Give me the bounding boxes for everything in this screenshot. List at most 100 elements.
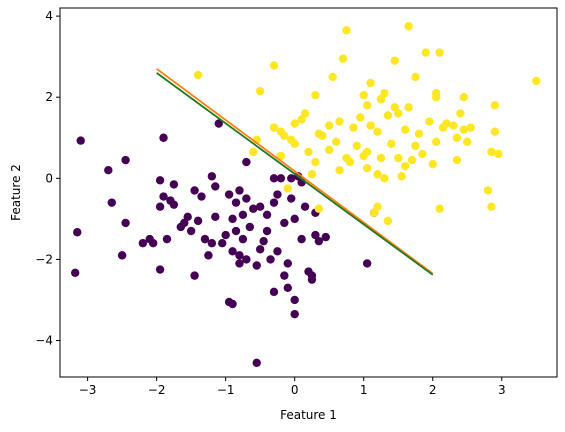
x-axis-label: Feature 1 xyxy=(280,408,337,422)
class-1-point xyxy=(362,163,372,173)
class-0-point xyxy=(207,172,217,181)
class-1-point xyxy=(297,115,306,124)
class-1-point xyxy=(314,204,324,213)
class-1-point xyxy=(380,88,389,98)
class-0-point xyxy=(262,226,272,236)
class-0-point xyxy=(266,255,275,264)
class-0-point xyxy=(259,236,268,246)
class-0-point xyxy=(231,226,241,236)
class-1-point xyxy=(390,56,399,65)
class-0-point xyxy=(255,202,265,211)
class-0-point xyxy=(190,271,199,280)
x-tick-label: 2 xyxy=(429,383,437,397)
class-0-point xyxy=(314,236,324,246)
class-1-point xyxy=(432,137,441,147)
class-0-point xyxy=(138,238,148,248)
class-1-point xyxy=(366,78,375,88)
class-1-point xyxy=(255,86,265,96)
class-0-point xyxy=(121,218,130,228)
class-1-point xyxy=(369,208,379,217)
class-0-point xyxy=(252,261,261,270)
class-1-point xyxy=(411,72,420,82)
class-0-point xyxy=(228,214,237,224)
class-1-point xyxy=(452,155,462,165)
class-0-point xyxy=(155,265,165,274)
class-1-point xyxy=(311,90,320,100)
class-0-point xyxy=(148,238,158,248)
class-1-point xyxy=(373,170,382,179)
class-1-point xyxy=(325,145,334,155)
class-1-point xyxy=(342,26,351,35)
class-1-point xyxy=(331,137,341,147)
class-0-point xyxy=(107,198,116,207)
y-tick-label: 2 xyxy=(45,90,53,104)
class-0-point xyxy=(228,247,237,256)
class-0-point xyxy=(280,218,289,228)
class-0-point xyxy=(207,238,217,248)
class-1-point xyxy=(325,121,334,130)
class-1-point xyxy=(418,149,427,159)
class-0-point xyxy=(287,174,296,183)
class-1-point xyxy=(349,123,358,132)
class-1-point xyxy=(318,131,327,140)
class-1-point xyxy=(435,204,444,213)
class-0-point xyxy=(283,259,292,268)
class-0-point xyxy=(307,275,317,284)
class-0-point xyxy=(269,174,279,183)
class-1-point xyxy=(397,172,406,181)
class-0-point xyxy=(262,210,272,219)
x-axis-ticks: −3 −2 −1 0 1 2 3 xyxy=(79,377,506,397)
class-1-point xyxy=(490,127,500,136)
class-1-point xyxy=(352,141,362,151)
class-0-point xyxy=(76,136,85,145)
class-1-point xyxy=(435,48,444,57)
x-tick-label: 0 xyxy=(291,383,299,397)
class-0-point xyxy=(218,238,227,248)
class-1-point xyxy=(400,161,410,171)
class-0-point xyxy=(235,259,244,268)
class-0-point xyxy=(224,190,234,199)
class-0-point xyxy=(214,119,223,128)
class-1-point xyxy=(459,93,469,102)
class-0-point xyxy=(70,268,80,277)
x-tick-label: −1 xyxy=(217,383,235,397)
class-0-point xyxy=(287,194,296,203)
class-0-point xyxy=(290,214,299,224)
class-1-point xyxy=(483,186,493,195)
class-1-point xyxy=(373,127,382,136)
class-1-point xyxy=(376,153,386,163)
class-0-point xyxy=(300,202,310,211)
class-1-point xyxy=(449,121,458,130)
class-0-point xyxy=(362,259,372,268)
class-0-point xyxy=(180,218,189,228)
class-0-point xyxy=(224,297,234,307)
class-1-point xyxy=(276,151,286,161)
class-0-point xyxy=(273,247,282,256)
class-1-point xyxy=(193,70,203,80)
class-1-point xyxy=(442,119,451,128)
class-0-point xyxy=(204,251,213,260)
class-1-point xyxy=(532,76,541,86)
class-0-point xyxy=(155,202,165,211)
class-1-point xyxy=(380,174,389,183)
class-0-point xyxy=(276,174,286,183)
class-0-point xyxy=(162,234,172,244)
class-0-point xyxy=(104,166,113,175)
class-0-point xyxy=(169,180,179,189)
class-1-point xyxy=(290,119,299,128)
points-layer xyxy=(70,22,541,368)
class-0-point xyxy=(186,226,196,236)
class-0-point xyxy=(238,234,248,244)
class-1-point xyxy=(249,147,258,157)
class-1-point xyxy=(404,103,413,112)
class-1-point xyxy=(283,184,292,193)
class-1-point xyxy=(338,54,348,63)
class-1-point xyxy=(407,155,417,165)
class-1-point xyxy=(359,90,368,100)
class-0-point xyxy=(231,198,241,207)
class-1-point xyxy=(432,88,441,98)
class-1-point xyxy=(290,139,299,149)
class-1-point xyxy=(269,123,279,132)
class-0-point xyxy=(155,176,165,185)
class-1-point xyxy=(421,48,431,57)
